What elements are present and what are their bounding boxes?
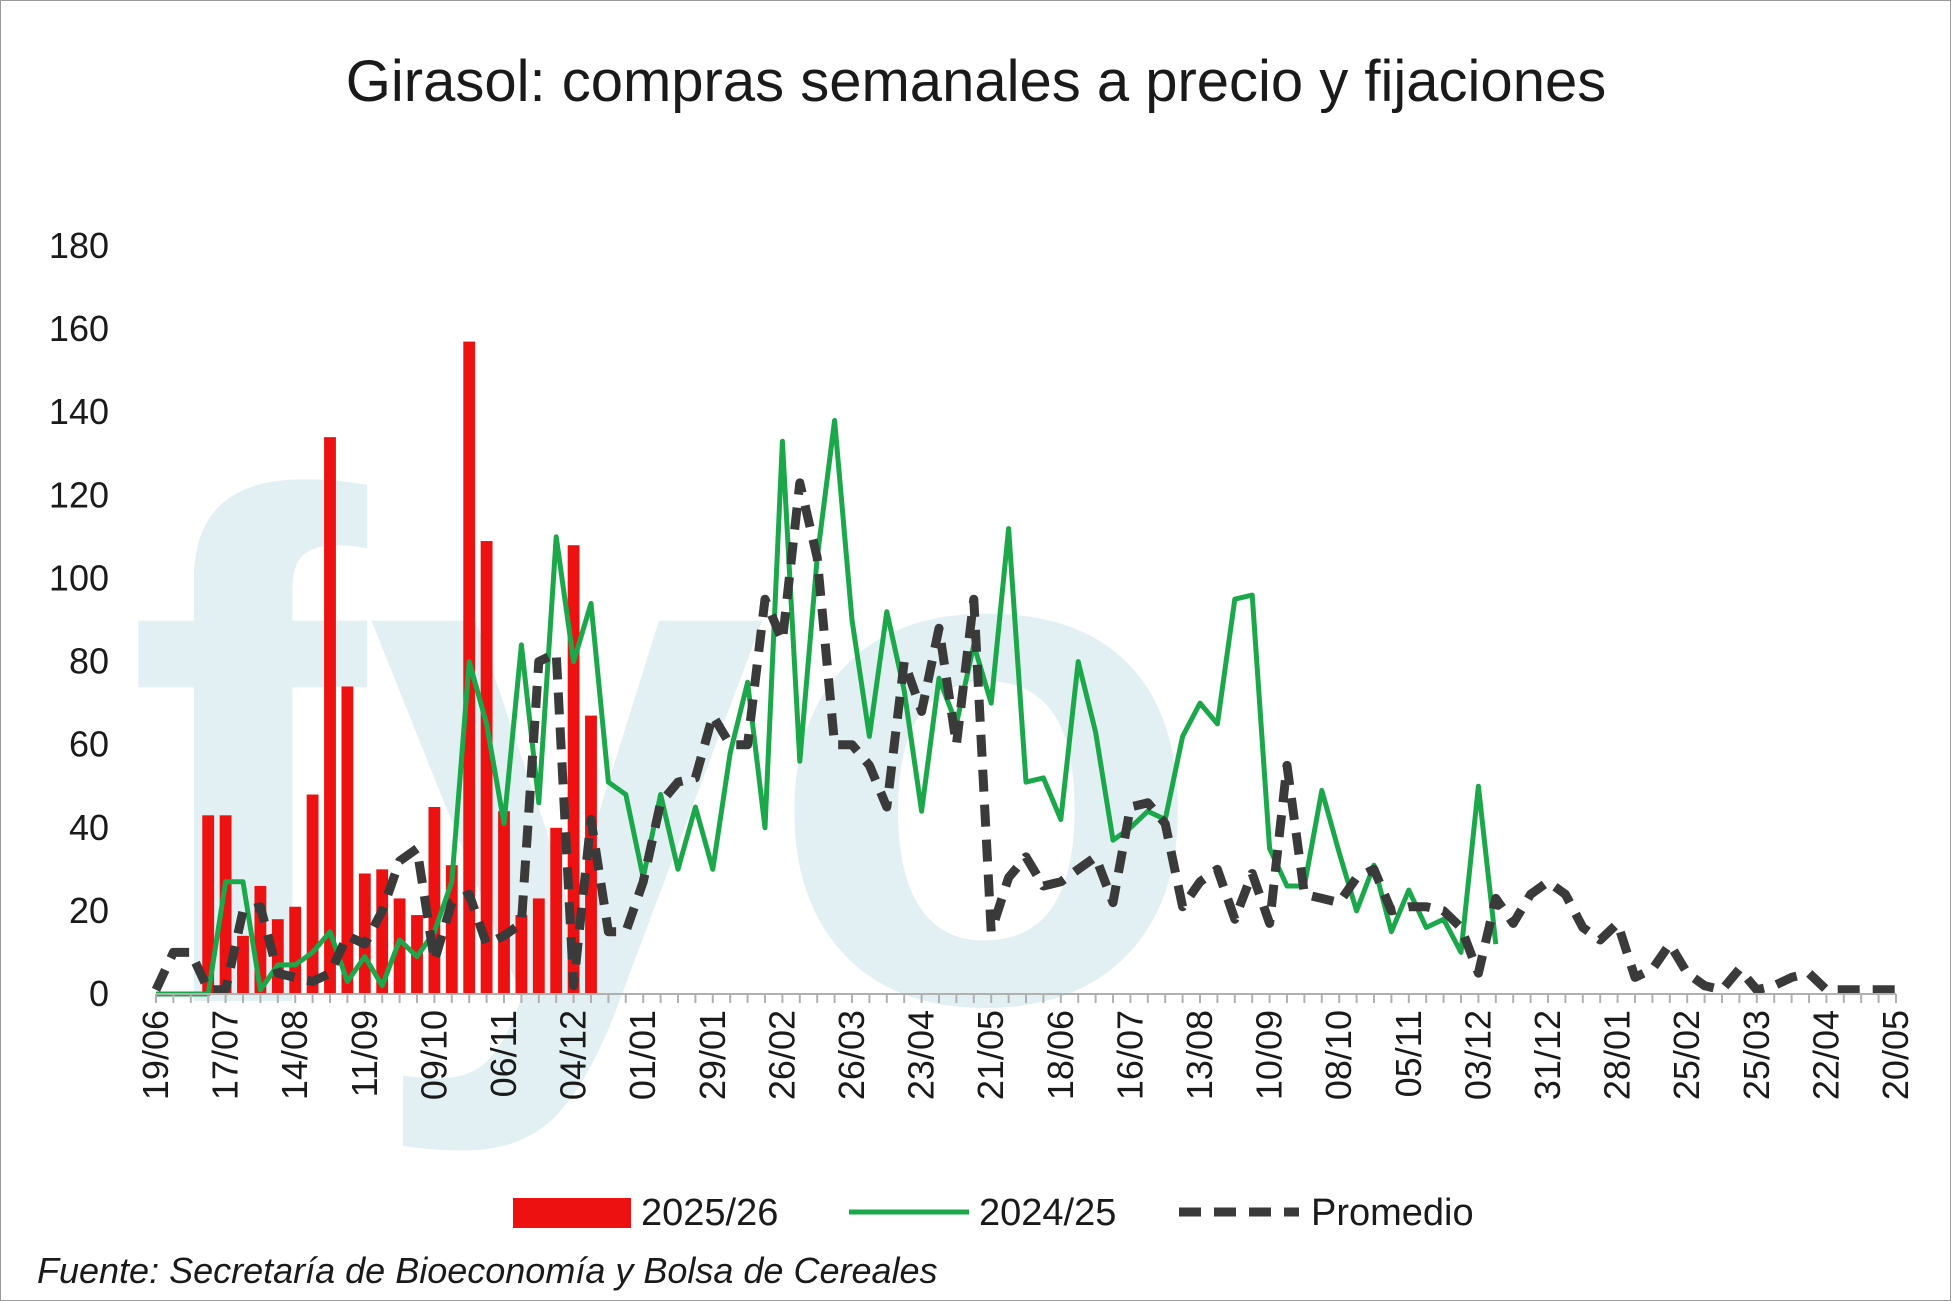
bar-2025-26 <box>445 865 458 994</box>
y-tick-label: 60 <box>69 724 109 765</box>
x-tick-label: 16/07 <box>1109 1010 1150 1100</box>
bar-2025-26 <box>498 811 510 994</box>
bar-2025-26 <box>306 794 319 994</box>
legend-label-promedio: Promedio <box>1311 1192 1474 1234</box>
x-tick-label: 10/09 <box>1249 1010 1290 1100</box>
bar-2025-26 <box>480 541 493 994</box>
source-note: Fuente: Secretaría de Bioeconomía y Bols… <box>37 1250 938 1291</box>
x-tick-label: 25/02 <box>1666 1010 1707 1100</box>
x-tick-label: 21/05 <box>970 1010 1011 1100</box>
legend-label-2024-25: 2024/25 <box>979 1192 1116 1234</box>
x-tick-label: 20/05 <box>1875 1010 1916 1100</box>
bar-2025-26 <box>515 915 528 994</box>
x-tick-label: 29/01 <box>692 1010 733 1100</box>
x-tick-label: 09/10 <box>413 1010 454 1100</box>
y-tick-label: 40 <box>69 807 109 848</box>
x-tick-label: 08/10 <box>1318 1010 1359 1100</box>
x-tick-label: 28/01 <box>1597 1010 1638 1100</box>
bar-2025-26 <box>550 827 563 994</box>
x-tick-label: 03/12 <box>1457 1010 1498 1100</box>
bar-2025-26 <box>341 686 354 994</box>
x-tick-label: 22/04 <box>1805 1010 1846 1100</box>
bar-2025-26 <box>567 545 580 994</box>
bar-2025-26 <box>532 898 545 994</box>
x-tick-label: 17/07 <box>205 1010 246 1100</box>
x-tick-label: 13/08 <box>1179 1010 1220 1100</box>
bar-2025-26 <box>237 935 249 994</box>
x-tick-label: 26/02 <box>761 1010 802 1100</box>
x-tick-label: 11/09 <box>344 1010 385 1097</box>
bar-2025-26 <box>289 906 302 994</box>
x-tick-label: 31/12 <box>1527 1010 1568 1100</box>
line-series-2024-25 <box>156 418 1499 997</box>
y-tick-label: 140 <box>49 391 109 432</box>
x-tick-label: 18/06 <box>1040 1010 1081 1100</box>
bar-2025-26 <box>202 815 215 994</box>
chart-title: Girasol: compras semanales a precio y fi… <box>346 49 1606 114</box>
x-tick-label: 06/11 <box>483 1010 524 1097</box>
x-tick-label: 14/08 <box>274 1010 315 1100</box>
x-axis-ticks: 19/06 17/07 14/08 11/09 09/10 06/11 04/12 01/01… <box>135 994 1916 1100</box>
y-tick-label: 180 <box>49 225 109 266</box>
y-tick-label: 160 <box>49 308 109 349</box>
bar-2025-26 <box>219 815 232 994</box>
y-tick-label: 80 <box>69 641 109 682</box>
bar-2025-26 <box>324 437 336 995</box>
line-series-promedio <box>151 478 1896 995</box>
x-tick-label: 25/03 <box>1736 1010 1777 1100</box>
plot-area: 19/06 17/07 14/08 11/09 09/10 06/11 04/12 01/01… <box>49 225 1916 1100</box>
x-tick-label: 04/12 <box>553 1010 594 1100</box>
y-tick-label: 100 <box>49 557 109 598</box>
legend-label-2025-26: 2025/26 <box>641 1192 778 1234</box>
x-tick-label: 19/06 <box>135 1010 176 1100</box>
bar-2025-26 <box>428 807 441 994</box>
x-tick-label: 01/01 <box>622 1010 663 1100</box>
x-tick-label: 26/03 <box>831 1010 872 1100</box>
bar-2025-26 <box>271 919 284 994</box>
x-tick-label: 05/11 <box>1388 1010 1429 1097</box>
y-tick-label: 0 <box>89 973 109 1014</box>
legend-swatch-2025-26 <box>513 1198 631 1228</box>
bar-2025-26 <box>358 873 371 994</box>
y-tick-label: 20 <box>69 890 109 931</box>
legend: 2025/26 2024/25 Promedio <box>513 1192 1474 1234</box>
x-tick-label: 23/04 <box>901 1010 942 1100</box>
y-axis-ticks: 0 20 40 60 80 100 120 140 160 180 <box>49 225 109 1014</box>
bar-2025-26 <box>376 869 389 994</box>
y-tick-label: 120 <box>49 474 109 515</box>
bar-2025-26 <box>254 885 267 994</box>
